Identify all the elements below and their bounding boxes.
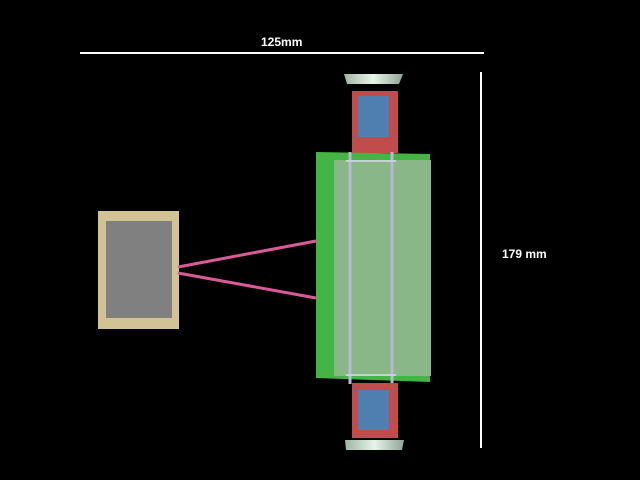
bottom-module [352, 383, 398, 438]
connecting-links [177, 239, 317, 300]
width-dimension-label: 125mm [261, 35, 303, 49]
bottom-module-window [358, 390, 389, 430]
top-module-window [358, 96, 389, 137]
top-module [352, 91, 398, 153]
gray-box [98, 211, 179, 329]
main-frame [316, 152, 431, 384]
bottom-cap-shape [345, 440, 404, 450]
upper-link [177, 239, 317, 269]
top-cap [344, 74, 403, 84]
gray-box-inner [106, 221, 172, 318]
bottom-cap [345, 440, 404, 450]
top-cap-shape [344, 74, 403, 84]
lower-link [177, 271, 317, 300]
height-dimension-label: 179 mm [502, 247, 547, 261]
